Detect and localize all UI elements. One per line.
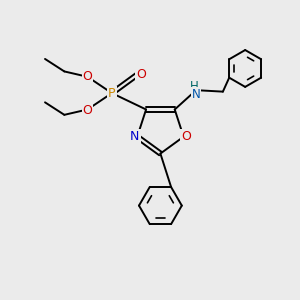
Text: P: P bbox=[108, 87, 116, 100]
Text: N: N bbox=[192, 88, 200, 100]
Text: N: N bbox=[130, 130, 140, 143]
Text: O: O bbox=[181, 130, 191, 143]
Text: O: O bbox=[82, 70, 92, 83]
Text: H: H bbox=[190, 80, 199, 93]
Text: O: O bbox=[82, 103, 92, 117]
Text: O: O bbox=[136, 68, 146, 81]
